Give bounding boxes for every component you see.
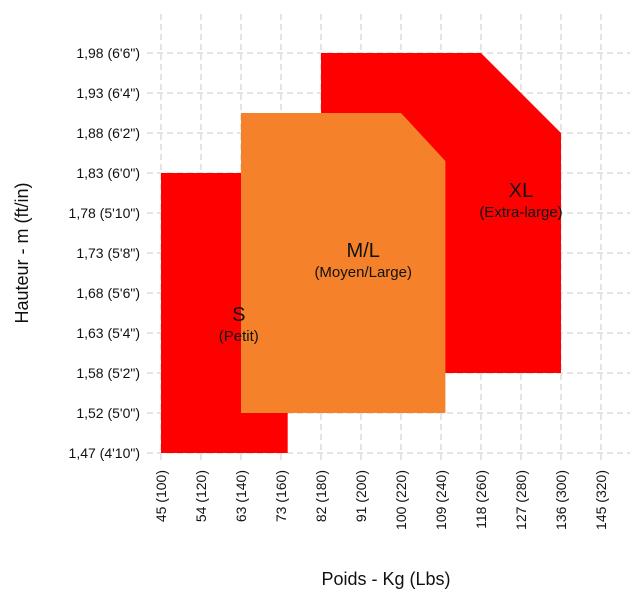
y-tick-label: 1,93 (6'4") xyxy=(76,85,140,101)
x-tick-label: 100 (220) xyxy=(393,470,409,530)
x-axis-ticks: 45 (100) 54 (120) 63 (140) 73 (160) 82 (180)… xyxy=(153,470,609,530)
region-ml xyxy=(241,113,446,413)
x-tick-label: 82 (180) xyxy=(313,470,329,522)
size-description-s: (Petit) xyxy=(219,328,259,345)
y-tick-label: 1,98 (6'6") xyxy=(76,45,140,61)
x-tick-label: 136 (300) xyxy=(553,470,569,530)
size-description-xl: (Extra-large) xyxy=(479,204,562,221)
size-regions xyxy=(161,53,561,453)
y-tick-label: 1,78 (5'10") xyxy=(69,205,140,221)
x-tick-label: 54 (120) xyxy=(193,470,209,522)
x-tick-label: 63 (140) xyxy=(233,470,249,522)
y-tick-label: 1,58 (5'2") xyxy=(76,365,140,381)
x-tick-label: 127 (280) xyxy=(513,470,529,530)
y-tick-label: 1,73 (5'8") xyxy=(76,245,140,261)
y-tick-label: 1,88 (6'2") xyxy=(76,125,140,141)
y-tick-label: 1,52 (5'0") xyxy=(76,405,140,421)
y-axis-ticks: 1,47 (4'10") 1,52 (5'0") 1,58 (5'2") 1,63 (… xyxy=(69,45,140,461)
size-description-ml: (Moyen/Large) xyxy=(314,264,412,281)
size-labels: S (Petit) M/L (Moyen/Large) XL (Extra-large) xyxy=(219,180,563,345)
x-tick-label: 109 (240) xyxy=(433,470,449,530)
x-tick-label: 73 (160) xyxy=(273,470,289,522)
x-axis-title: Poids - Kg (Lbs) xyxy=(321,569,450,589)
size-label-s: S xyxy=(232,304,245,326)
y-tick-label: 1,63 (5'4") xyxy=(76,325,140,341)
y-tick-label: 1,68 (5'6") xyxy=(76,285,140,301)
x-tick-label: 145 (320) xyxy=(593,470,609,530)
x-tick-label: 118 (260) xyxy=(473,470,489,529)
y-axis-title: Hauteur - m (ft/in) xyxy=(12,182,32,323)
x-tick-label: 91 (200) xyxy=(353,470,369,522)
x-tick-label: 45 (100) xyxy=(153,470,169,522)
y-tick-label: 1,47 (4'10") xyxy=(69,445,140,461)
y-tick-label: 1,83 (6'0") xyxy=(76,165,140,181)
size-label-xl: XL xyxy=(509,180,533,202)
size-label-ml: M/L xyxy=(347,240,380,262)
